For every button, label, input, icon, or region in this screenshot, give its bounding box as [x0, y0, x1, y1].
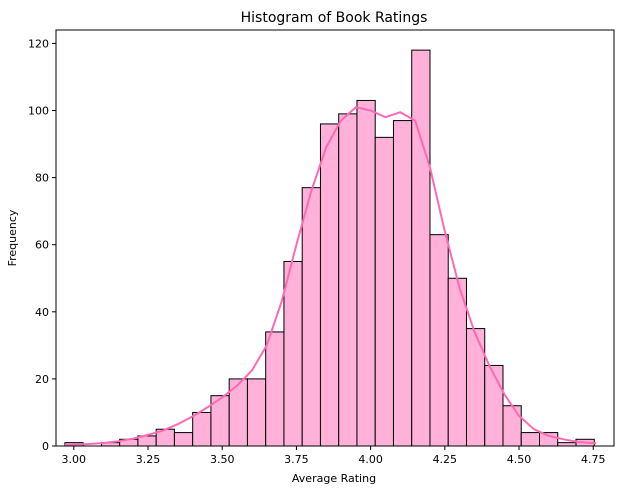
histogram-bar [338, 113, 358, 447]
histogram-bar [557, 442, 577, 447]
x-tick-label: 3.00 [62, 453, 87, 466]
chart-title: Histogram of Book Ratings [241, 10, 428, 26]
histogram-bar [246, 378, 267, 447]
histogram-bar [192, 411, 212, 447]
x-axis-ticks: 3.00 3.25 3.50 3.75 4.00 4.25 4.50 4.75 [62, 446, 606, 466]
x-tick-label: 3.25 [136, 453, 161, 466]
histogram-bar [520, 432, 541, 447]
histogram-bar [356, 99, 376, 447]
histogram-bar [283, 260, 303, 447]
histogram-bar [173, 432, 194, 447]
y-tick-label: 80 [35, 172, 49, 185]
histogram-bar [265, 331, 285, 447]
x-axis-label: Average Rating [292, 472, 376, 485]
x-tick-label: 3.50 [210, 453, 235, 466]
y-tick-label: 120 [28, 37, 49, 50]
histogram-bar [465, 328, 486, 447]
bars-group [64, 49, 595, 447]
x-tick-label: 4.00 [358, 453, 383, 466]
histogram-bar [447, 277, 467, 447]
y-tick-label: 0 [42, 440, 49, 453]
x-tick-label: 4.75 [581, 453, 606, 466]
histogram-bar [374, 136, 394, 447]
histogram-bar [539, 432, 559, 447]
histogram-bar [429, 234, 449, 447]
y-tick-label: 100 [28, 105, 49, 118]
y-axis-label: Frequency [6, 209, 19, 266]
x-tick-label: 3.75 [284, 453, 309, 466]
y-axis-ticks: 0 20 40 60 80 100 120 [28, 37, 56, 453]
plot-frame [55, 29, 615, 447]
histogram-bar [392, 120, 413, 447]
x-tick-label: 4.50 [507, 453, 532, 466]
x-tick-label: 4.25 [433, 453, 458, 466]
y-tick-label: 40 [35, 306, 49, 319]
histogram-bar [301, 187, 321, 447]
histogram-bar [484, 364, 504, 447]
y-tick-label: 20 [35, 373, 49, 386]
y-tick-label: 60 [35, 239, 49, 252]
histogram-bar [502, 405, 522, 447]
histogram-bar [411, 49, 431, 447]
histogram-bar [319, 123, 340, 447]
kde-curve [64, 106, 597, 446]
